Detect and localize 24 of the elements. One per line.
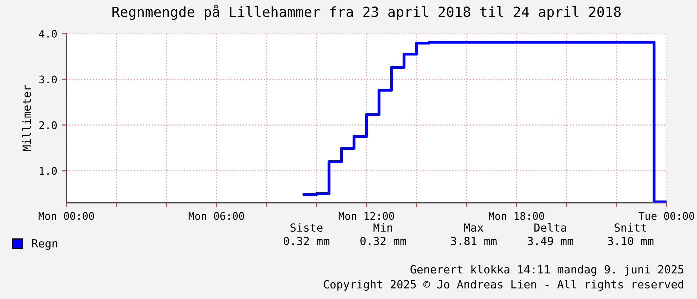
y-axis-title: Millimeter [22,85,32,152]
x-tick-label: Mon 00:00 [38,212,94,220]
x-tick-label: Mon 18:00 [489,212,544,220]
y-tick-label: 1.0 [40,167,57,176]
x-tick-label: Mon 06:00 [188,212,244,220]
text: Generert klokka 14:11 mandag 9. juni 2025 [410,265,684,276]
y-tick-label: 2.0 [40,122,57,130]
text: 0.32 mm [360,237,406,246]
text: 3.49 mm [528,237,574,246]
text: 0.32 mm [284,237,330,246]
text: Delta [534,223,566,232]
x-tick-label: Tue 00:00 [638,212,694,220]
legend-label: Regn [32,240,58,250]
text: 3.81 mm [451,237,497,246]
text: Copyright 2025 © Jo Andreas Lien - All rights reserved [324,280,684,291]
text: Siste [290,223,323,232]
text: 3.10 mm [608,237,654,246]
text: Snitt [614,223,646,232]
y-tick-label: 3.0 [40,76,57,84]
x-tick-label: Mon 12:00 [338,212,394,220]
text: Max [464,224,484,232]
y-tick-label: 4.0 [39,30,57,38]
text: Min [374,223,392,232]
chart-title: Regnmengde på Lillehammer fra 23 april 2018 til 24 april 2018 [112,4,621,20]
